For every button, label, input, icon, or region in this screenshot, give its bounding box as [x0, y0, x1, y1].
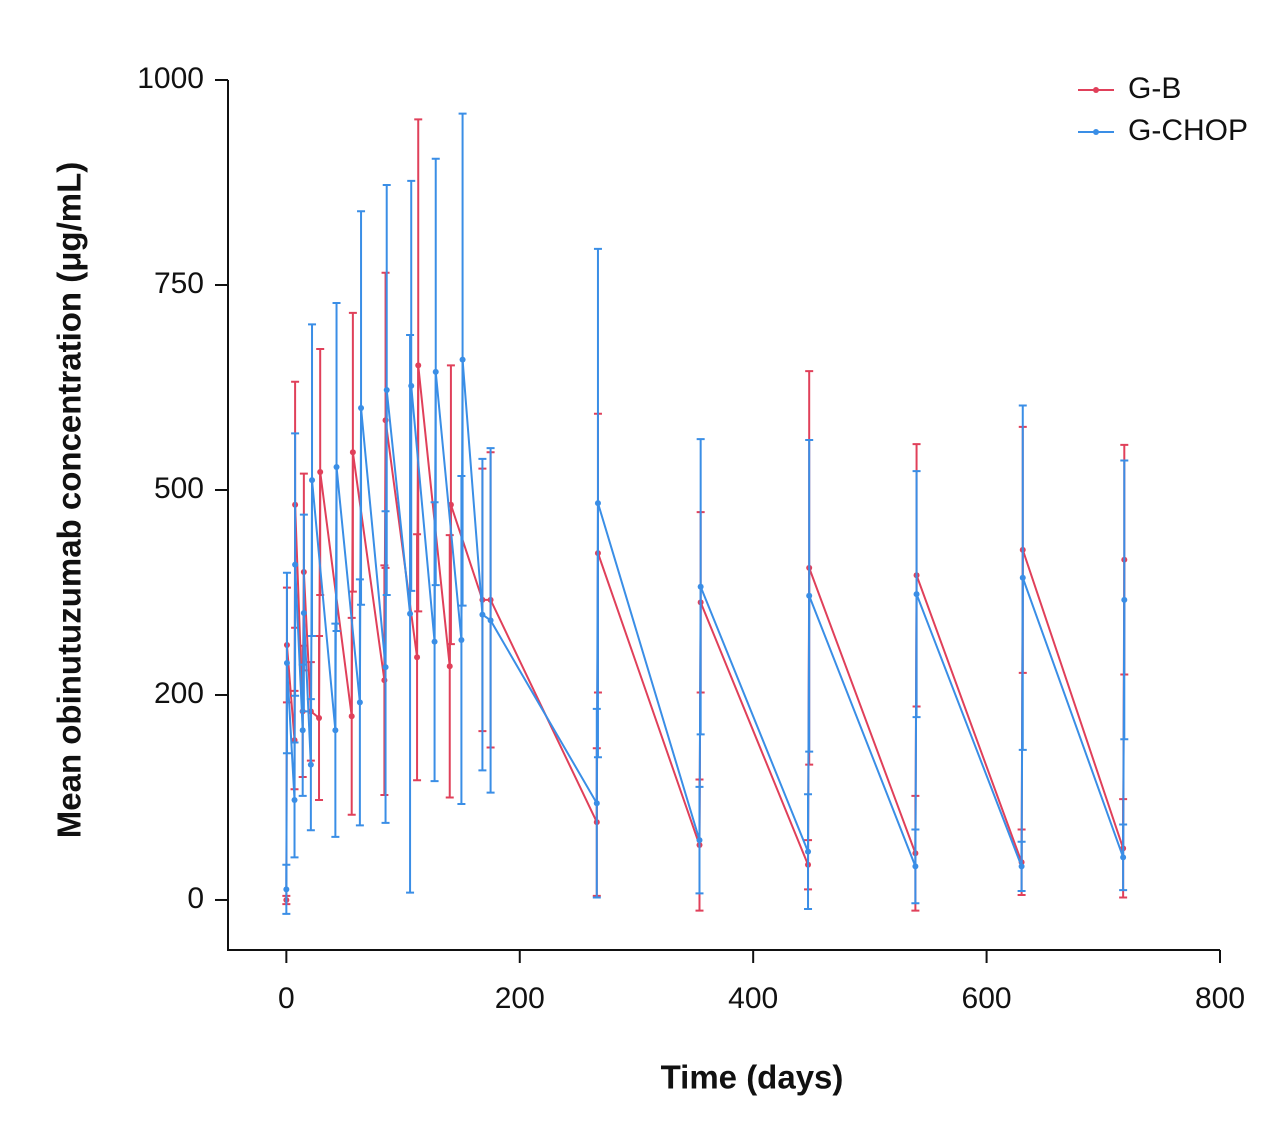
- legend-label: G-B: [1128, 72, 1181, 105]
- point: [479, 611, 486, 618]
- y-tick-label: 500: [154, 472, 204, 505]
- point: [408, 382, 415, 389]
- point: [358, 404, 365, 411]
- x-tick-label: 600: [962, 982, 1012, 1015]
- point: [317, 468, 324, 475]
- x-tick-label: 400: [728, 982, 778, 1015]
- point: [806, 592, 813, 599]
- y-tick-label: 200: [154, 677, 204, 710]
- point: [309, 477, 316, 484]
- point: [458, 637, 465, 644]
- point: [1018, 863, 1025, 870]
- point: [1121, 596, 1128, 603]
- point: [300, 609, 307, 616]
- point: [333, 464, 340, 471]
- point: [1120, 854, 1127, 861]
- point: [913, 591, 920, 598]
- point: [415, 362, 422, 369]
- legend-marker: [1093, 87, 1099, 93]
- point: [356, 699, 363, 706]
- point: [283, 886, 290, 893]
- point: [696, 837, 703, 844]
- point: [349, 449, 356, 456]
- point: [446, 663, 453, 670]
- axis-line: [227, 80, 1220, 951]
- point: [382, 664, 389, 671]
- point: [383, 386, 390, 393]
- x-axis-label: Time (days): [661, 1059, 844, 1096]
- point: [1019, 574, 1026, 581]
- x-tick-label: 200: [495, 982, 545, 1015]
- point: [332, 727, 339, 734]
- point: [487, 617, 494, 624]
- point: [414, 654, 421, 661]
- point: [299, 727, 306, 734]
- point: [348, 713, 355, 720]
- y-tick-label: 0: [187, 882, 204, 915]
- x-tick-label: 800: [1195, 982, 1245, 1015]
- point: [291, 796, 298, 803]
- point: [432, 368, 439, 375]
- point: [697, 583, 704, 590]
- legend-label: G-CHOP: [1128, 114, 1248, 147]
- point: [593, 800, 600, 807]
- x-tick-label: 0: [278, 982, 295, 1015]
- point: [407, 610, 414, 617]
- point: [805, 848, 812, 855]
- point: [292, 561, 299, 568]
- legend-marker: [1093, 129, 1099, 135]
- point: [307, 761, 314, 768]
- y-tick-label: 1000: [137, 62, 204, 95]
- point: [431, 638, 438, 645]
- point: [459, 356, 466, 363]
- point: [912, 863, 919, 870]
- point: [283, 660, 290, 667]
- y-axis-label: Mean obinutuzumab concentration (μg/mL): [51, 162, 88, 839]
- y-tick-label: 750: [154, 267, 204, 300]
- point: [316, 714, 323, 721]
- point: [594, 500, 601, 507]
